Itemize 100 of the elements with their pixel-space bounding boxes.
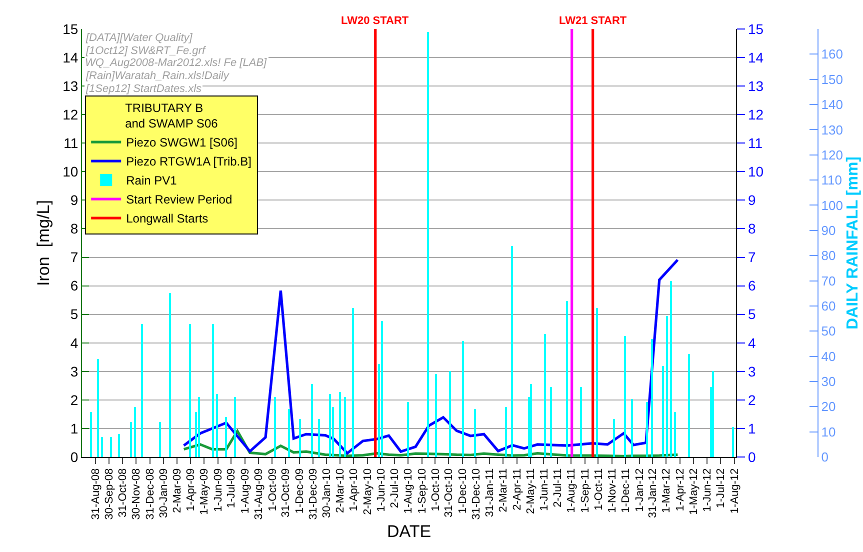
bar	[449, 371, 451, 457]
y-tick-label: 1	[70, 420, 78, 436]
x-tick-label: 1-Aug-11	[566, 468, 578, 513]
x-tick-label: 1-Jun-12	[702, 468, 714, 512]
bar	[435, 374, 437, 457]
x-tick-label: 31-Jan-12	[647, 468, 660, 518]
y2-tick-label: 6	[748, 278, 756, 294]
bar	[662, 366, 664, 457]
y2-tick-label: 15	[748, 20, 764, 37]
y-tick-label: 2	[70, 392, 78, 408]
bar	[189, 324, 191, 457]
bar	[427, 32, 429, 457]
x-tick-label: 1-Apr-12	[674, 468, 686, 512]
bar	[462, 341, 464, 457]
x-tick-label: 1-Jun-09	[212, 468, 224, 512]
y-tick-label: 14	[62, 49, 78, 66]
y3-tick-label: 120	[821, 147, 843, 162]
bar	[288, 409, 290, 457]
bar	[110, 437, 112, 457]
x-tick-label: 2-Mar-09	[172, 468, 184, 514]
bar	[352, 308, 354, 457]
y-tick-label: 5	[70, 306, 78, 322]
y-tick-label: 9	[70, 192, 78, 208]
x-tick-label: 30-Jan-09	[158, 468, 170, 518]
bar	[212, 324, 214, 457]
x-tick-label: 1-Jan-12	[634, 468, 646, 512]
x-tick-label: 1-Aug-10	[402, 468, 415, 514]
y2-tick-label: 9	[748, 192, 756, 208]
bar	[631, 399, 633, 457]
bar	[646, 402, 648, 457]
y3-tick-label: 60	[821, 298, 836, 314]
annotation: LW21 START	[559, 15, 627, 27]
y2-tick-label: 8	[748, 220, 756, 237]
x-tick-label: 2-Jul-10	[389, 468, 402, 508]
legend-label: Piezo SWGW1 [S06]	[126, 136, 238, 150]
bar	[580, 387, 582, 457]
x-tick-label: 1-Jun-11	[538, 468, 550, 512]
x-tick-label: 1-Oct-09	[266, 468, 279, 512]
bar	[544, 334, 546, 457]
x-tick-label: 1-Nov-11	[606, 468, 619, 513]
bar	[651, 339, 653, 457]
bar	[118, 434, 120, 457]
bar	[169, 293, 171, 457]
y2-tick-label: 2	[748, 392, 756, 408]
bar	[624, 336, 626, 457]
y2-tick-label: 13	[748, 78, 764, 94]
bar	[688, 354, 690, 457]
y3-tick-label: 90	[821, 222, 836, 238]
y3-tick-label: 30	[821, 374, 836, 390]
bar	[339, 392, 341, 457]
x-tick-label: 31-Oct-10	[443, 468, 456, 518]
bar	[344, 397, 346, 457]
x-tick-label: 2-Apr-11	[511, 468, 524, 510]
bar	[530, 384, 532, 457]
x-tick-label: 1-Aug-09	[240, 468, 252, 514]
x-tick-label: 1-May-12	[688, 468, 700, 515]
y3-tick-label: 130	[821, 122, 843, 138]
x-tick-label: 1-Oct-11	[592, 468, 605, 510]
x-tick-label: 1-Sep-10	[416, 468, 428, 514]
y-tick-label: 3	[70, 363, 78, 380]
annotation: [1Oct12] SW&RT_Fe.grf	[85, 45, 206, 57]
bar	[311, 384, 313, 457]
y3-tick-label: 50	[821, 324, 836, 339]
x-tick-label: 1-Dec-11	[620, 468, 632, 513]
x-tick-label: 1-Jul-09	[226, 468, 238, 508]
bar	[596, 308, 598, 457]
y3-tick-label: 80	[821, 248, 836, 264]
bar	[134, 407, 136, 457]
x-tick-label: 1-Dec-10	[457, 468, 470, 514]
bar	[159, 422, 161, 457]
x-tick-label: 2-Jul-11	[552, 468, 564, 508]
x-tick-label: 2-Mar-10	[334, 468, 347, 514]
bar	[299, 419, 301, 457]
bar	[474, 409, 476, 457]
y2-tick-label: 4	[748, 334, 756, 351]
y-tick-label: 13	[62, 78, 78, 94]
x-tick-label: 30-Sep-08	[103, 468, 116, 520]
y-tick-label: 10	[62, 164, 78, 180]
annotation: [Rain]Waratah_Rain.xls!Daily	[85, 70, 230, 82]
legend-label: Rain PV1	[126, 174, 178, 188]
bar	[407, 402, 409, 457]
y2-tick-label: 12	[748, 106, 764, 122]
bar	[130, 422, 132, 457]
y3-tick-label: 0	[821, 450, 828, 465]
y2-tick-label: 7	[748, 249, 756, 266]
x-tick-label: 1-Sep-11	[579, 468, 592, 513]
y3-tick-label: 110	[821, 172, 842, 188]
annotation: LW20 START	[341, 15, 409, 27]
x-tick-label: 1-Apr-09	[185, 468, 198, 512]
bar	[712, 371, 714, 457]
bar	[234, 397, 236, 457]
x-tick-label: 31-Dec-08	[144, 468, 156, 520]
y3-tick-label: 70	[821, 273, 836, 288]
bar	[381, 321, 383, 457]
y3-tick-label: 40	[821, 348, 836, 364]
bar	[670, 281, 672, 457]
bar	[505, 407, 507, 457]
bar	[732, 427, 734, 457]
x-tick-label: 1-Jul-12	[715, 468, 728, 508]
y-tick-label: 6	[70, 278, 78, 294]
